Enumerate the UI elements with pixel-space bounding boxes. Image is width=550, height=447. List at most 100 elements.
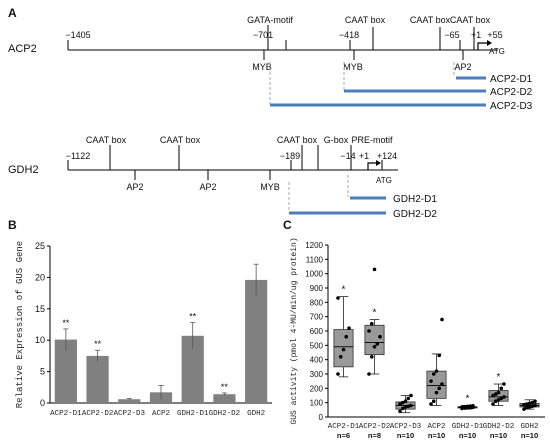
chart-c-point [491,393,495,398]
chart-b-x-tick-label: ACP2 [152,410,170,418]
acp2-gene-name: ACP2 [8,43,37,55]
chart-c-y-tick-label: 0 [319,413,324,422]
chart-c-y-tick-label: 1100 [306,255,324,264]
chart-c-point [524,405,529,410]
chart-c-x-tick-label: ACP2-D3 [390,423,422,431]
chart-c-point [336,372,340,376]
chart-c-y-tick-label: 300 [310,370,324,379]
acp2-myb-2: MYB [343,62,363,72]
chart-c-point [431,399,436,404]
chart-c-point [341,347,346,352]
chart-c-point [533,399,537,404]
chart-c-y-tick-label: 700 [310,313,324,322]
acp2-tss-arrow [477,42,489,50]
chart-c-point [496,390,501,395]
chart-b-y-tick-label: 5 [40,367,45,377]
chart-c-point [398,409,402,414]
chart-c-x-tick-label: GDH2-D2 [483,423,515,431]
gdh2-pre-motif: PRE-motif [351,135,393,145]
chart-b-y-tick-label: 15 [35,304,45,314]
chart-c-point [347,326,351,330]
chart-c-significance: * [342,285,346,296]
chart-c-n-label: n=10 [490,431,507,440]
chart-c-point [527,401,532,406]
chart-c-significance: * [497,372,501,383]
chart-b-bar-gdh2 [245,279,268,403]
chart-c-point [468,404,473,408]
gdh2-promoter-map: GDH2 −1122 −189 −14 +1 +124 CAAT box CAA… [8,135,437,220]
acp2-promoter-map: ACP2 −1405 −701 −418 −65 +1 +55 GATA-mot… [8,15,533,112]
chart-c-y-tick-label: 1000 [305,270,323,279]
chart-c-point [499,396,504,401]
chart-c-point [465,404,470,409]
chart-c-point [530,404,535,409]
chart-c-y-tick-label: 500 [310,341,324,350]
gdh2-ap2-2: AP2 [199,182,216,192]
chart-c-n-label: n=10 [521,431,538,440]
chart-c-point [493,399,498,404]
chart-c-point [398,402,402,406]
chart-c-y-tick-label: 100 [310,399,324,408]
gdh2-ap2-1: AP2 [126,182,143,192]
gdh2-caat-box-1: CAAT box [86,135,127,145]
chart-c-x-tick-label: ACP2 [427,423,445,431]
chart-b-y-tick-label: 20 [35,272,45,282]
chart-b-x-tick-label: ACP2-D2 [82,410,114,418]
chart-c-point [429,379,433,383]
chart-b-x-tick-label: GDH2-D2 [209,410,241,418]
chart-b-significance: ** [221,382,229,392]
chart-b-bar-acp2-d1 [54,339,77,403]
acp2-pos-701: −701 [253,30,273,40]
gdh2-atg: ATG [376,176,392,185]
chart-c-box-acp2-d2 [364,324,385,356]
chart-c-significance: * [373,308,377,319]
chart-c-n-label: n=10 [428,431,445,440]
gdh2-myb: MYB [260,182,280,192]
chart-c-point [406,404,411,409]
chart-c-point [522,403,526,407]
chart-c-point [437,386,442,391]
gdh2-gene-name: GDH2 [8,164,39,176]
gdh2-g-box: G-box [324,135,349,145]
chart-b-x-tick-label: ACP2-D1 [50,410,82,418]
chart-c-point [493,392,498,396]
acp2-pos-plus1: +1 [471,30,481,40]
acp2-d3-label: ACP2-D3 [490,101,533,112]
chart-c-point [496,398,501,402]
chart-c-x-tick-label: GDH2 [520,423,538,431]
chart-c-y-axis-title: GUS activity (pmol 4-MU/min/ug protein) [290,237,299,424]
chart-b-x-tick-label: GDH2 [247,410,265,418]
chart-b-bar-gdh2-d2 [213,394,236,403]
chart-c-point [527,405,532,409]
gdh2-pos-14: −14 [340,151,355,161]
acp2-caat-box-3: CAAT box [450,15,491,25]
chart-c-point [440,317,444,322]
chart-c-n-label: n=10 [397,431,414,440]
chart-c-point [491,402,495,406]
chart-c-point [372,344,377,349]
chart-c-point [437,353,442,358]
chart-b-bar-gdh2-d1 [181,335,204,403]
chart-b-y-tick-label: 0 [40,398,45,408]
chart-c-point [403,405,408,409]
acp2-atg: ATG [489,47,505,56]
chart-b-x-tick-label: GDH2-D1 [177,410,209,418]
chart-c-significance: * [466,394,470,405]
chart-c-point [338,355,343,359]
chart-b-y-axis-title: Relative Expression of GUS Gene [15,241,25,408]
chart-c-point [522,407,526,411]
acp2-myb-1: MYB [252,62,272,72]
acp2-d1-label: ACP2-D1 [490,74,533,85]
chart-c-point [530,400,535,405]
chart-b-significance: ** [62,318,70,328]
chart-c-y-tick-label: 1200 [305,241,323,250]
gdh2-pos-189: −189 [280,151,300,161]
chart-c-point [462,404,467,409]
chart-c-point [406,396,411,401]
chart-c-y-tick-label: 600 [310,327,324,336]
acp2-pos-plus55: +55 [487,30,502,40]
chart-c-point [367,372,371,376]
chart-b-significance: ** [189,312,197,322]
gdh2-tss-arrow [367,162,378,170]
